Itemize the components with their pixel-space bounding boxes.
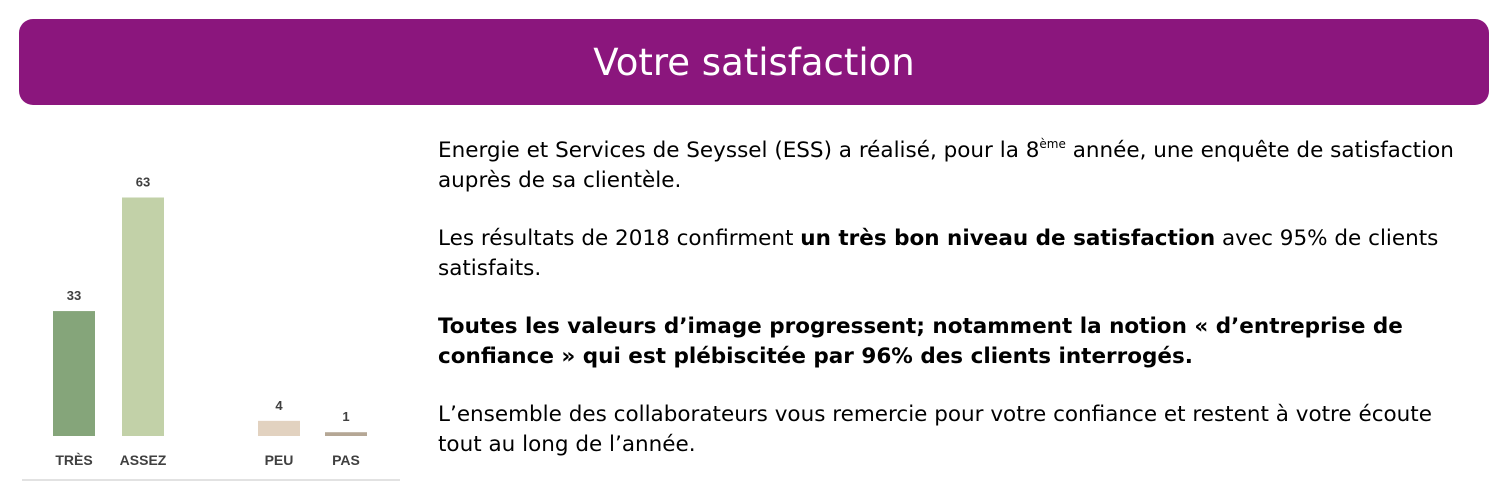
category-label-pas: PAS [332,452,360,468]
bar-assez [122,197,164,436]
value-label-très: 33 [67,288,81,303]
bar-très [53,311,95,436]
intro-text-start: Energie et Services de Seyssel (ESS) a r… [438,138,1040,163]
paragraph-thanks: L’ensemble des collaborateurs vous remer… [438,400,1468,460]
title-banner: Votre satisfaction [19,19,1489,105]
paragraph-results: Les résultats de 2018 confirment un très… [438,224,1468,284]
value-label-pas: 1 [342,409,349,424]
value-label-assez: 63 [136,175,150,190]
bars-group: 33 TRÈS 63 ASSEZ 4 PEU 1 PAS [53,175,367,468]
intro-superscript: ème [1039,137,1066,151]
paragraph-intro: Energie et Services de Seyssel (ESS) a r… [438,136,1468,196]
value-label-peu: 4 [275,398,283,413]
results-text-end: avec 95% de clients satisfaits. [438,226,1439,281]
category-label-peu: PEU [265,452,294,468]
intro-text-end: année, une enquête de satisfaction auprè… [438,138,1454,193]
category-label-très: TRÈS [55,452,92,468]
bar-peu [258,420,300,436]
category-label-assez: ASSEZ [120,452,167,468]
description-text: Energie et Services de Seyssel (ESS) a r… [438,136,1468,488]
image-values-highlight: Toutes les valeurs d’image progressent; … [438,314,1403,369]
thanks-text: L’ensemble des collaborateurs vous remer… [438,402,1432,457]
page-title: Votre satisfaction [593,40,915,84]
satisfaction-bar-chart: 33 TRÈS 63 ASSEZ 4 PEU 1 PAS [22,175,400,481]
paragraph-image-values: Toutes les valeurs d’image progressent; … [438,312,1468,372]
results-highlight: un très bon niveau de satisfaction [800,226,1216,251]
bar-pas [325,432,367,436]
results-text-start: Les résultats de 2018 confirment [438,226,801,251]
